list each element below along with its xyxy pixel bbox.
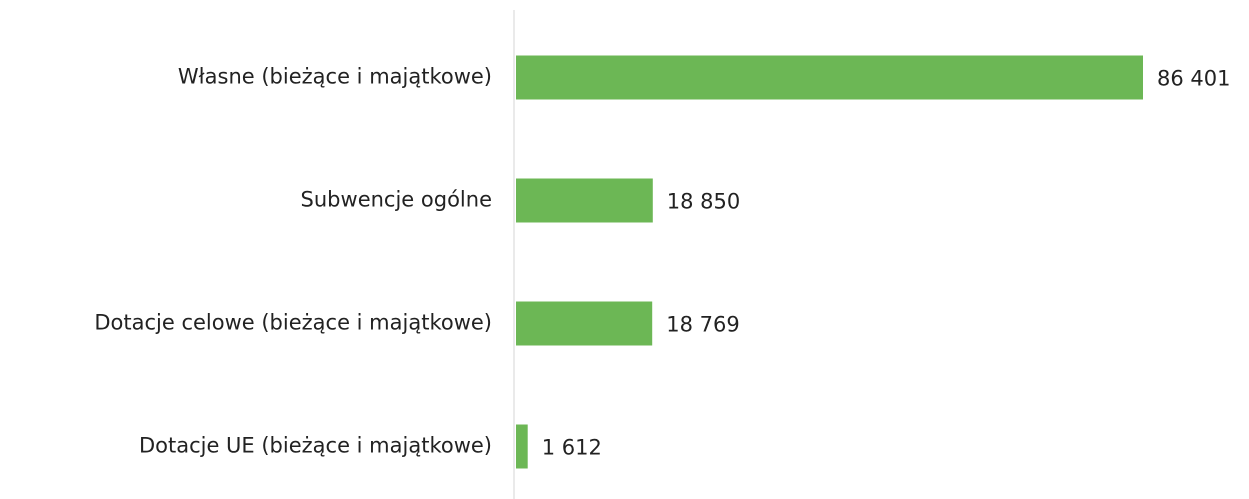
bar bbox=[516, 178, 653, 223]
category-label: Dotacje UE (bieżące i majątkowe) bbox=[139, 434, 492, 458]
bar bbox=[516, 424, 528, 469]
bar bbox=[516, 301, 653, 346]
value-label: 18 850 bbox=[667, 190, 740, 214]
bar bbox=[516, 55, 1143, 100]
value-label: 1 612 bbox=[542, 436, 602, 460]
category-label: Subwencje ogólne bbox=[301, 188, 492, 212]
value-label: 18 769 bbox=[666, 313, 739, 337]
category-label: Dotacje celowe (bieżące i majątkowe) bbox=[94, 311, 492, 335]
category-label: Własne (bieżące i majątkowe) bbox=[178, 65, 492, 89]
value-label: 86 401 bbox=[1157, 67, 1230, 91]
